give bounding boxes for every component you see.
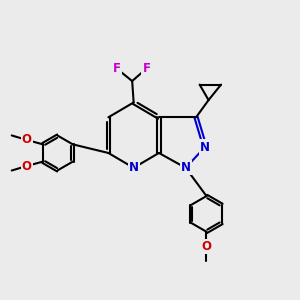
Text: O: O: [22, 134, 32, 146]
Text: O: O: [202, 240, 212, 253]
Text: O: O: [22, 160, 32, 172]
Text: F: F: [113, 62, 121, 75]
Text: N: N: [129, 161, 139, 174]
Text: N: N: [200, 140, 210, 154]
Text: N: N: [181, 161, 191, 174]
Text: F: F: [142, 62, 150, 75]
